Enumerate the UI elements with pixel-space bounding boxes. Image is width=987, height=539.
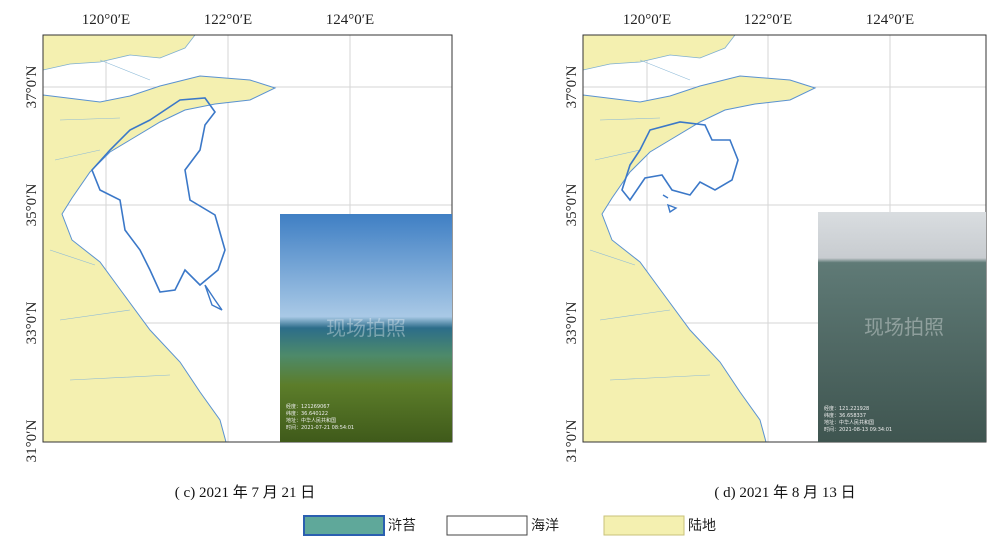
lat-tick: 35°0′N xyxy=(564,184,580,227)
legend: 浒苔 海洋 陆地 xyxy=(304,516,716,535)
lon-tick: 124°0′E xyxy=(326,12,374,28)
photo-text: 时间：2021-07-21 08:54:01 xyxy=(286,424,354,431)
photo-text: 经度：121269067 xyxy=(286,403,330,410)
lon-tick: 124°0′E xyxy=(866,12,914,28)
caption: ( c) 2021 年 7 月 21 日 xyxy=(175,484,315,501)
lon-tick: 120°0′E xyxy=(82,12,130,28)
lon-tick: 122°0′E xyxy=(744,12,792,28)
lat-tick: 33°0′N xyxy=(24,302,40,345)
lat-tick: 31°0′N xyxy=(564,420,580,463)
photo-text: 纬度：36.658337 xyxy=(824,412,866,419)
lat-tick: 31°0′N xyxy=(24,420,40,463)
figure: 现场拍照 经度：121269067 纬度：36.640122 地址：中华人民共和… xyxy=(0,0,987,539)
photo-text: 纬度：36.640122 xyxy=(286,410,328,417)
photo-text: 地址：中华人民共和国 xyxy=(824,419,874,426)
photo-watermark: 现场拍照 xyxy=(864,315,944,339)
legend-label: 陆地 xyxy=(688,518,716,534)
lat-tick: 37°0′N xyxy=(564,66,580,109)
lat-tick: 35°0′N xyxy=(24,184,40,227)
legend-swatch xyxy=(447,516,527,535)
caption: ( d) 2021 年 8 月 13 日 xyxy=(714,484,855,501)
photo-text: 时间：2021-08-13 09:34:01 xyxy=(824,426,892,433)
lat-tick: 37°0′N xyxy=(24,66,40,109)
photo-watermark: 现场拍照 xyxy=(326,316,406,340)
photo-text: 地址：中华人民共和国 xyxy=(286,417,336,424)
legend-label: 浒苔 xyxy=(388,517,416,534)
legend-swatch xyxy=(304,516,384,535)
map-c: 现场拍照 经度：121269067 纬度：36.640122 地址：中华人民共和… xyxy=(24,12,452,501)
legend-label: 海洋 xyxy=(531,518,559,534)
legend-swatch xyxy=(604,516,684,535)
map-d: 现场拍照 经度：121.221928 纬度：36.658337 地址：中华人民共… xyxy=(564,12,986,501)
lat-tick: 33°0′N xyxy=(564,302,580,345)
photo-text: 经度：121.221928 xyxy=(824,405,869,412)
lon-tick: 122°0′E xyxy=(204,12,252,28)
lon-tick: 120°0′E xyxy=(623,12,671,28)
